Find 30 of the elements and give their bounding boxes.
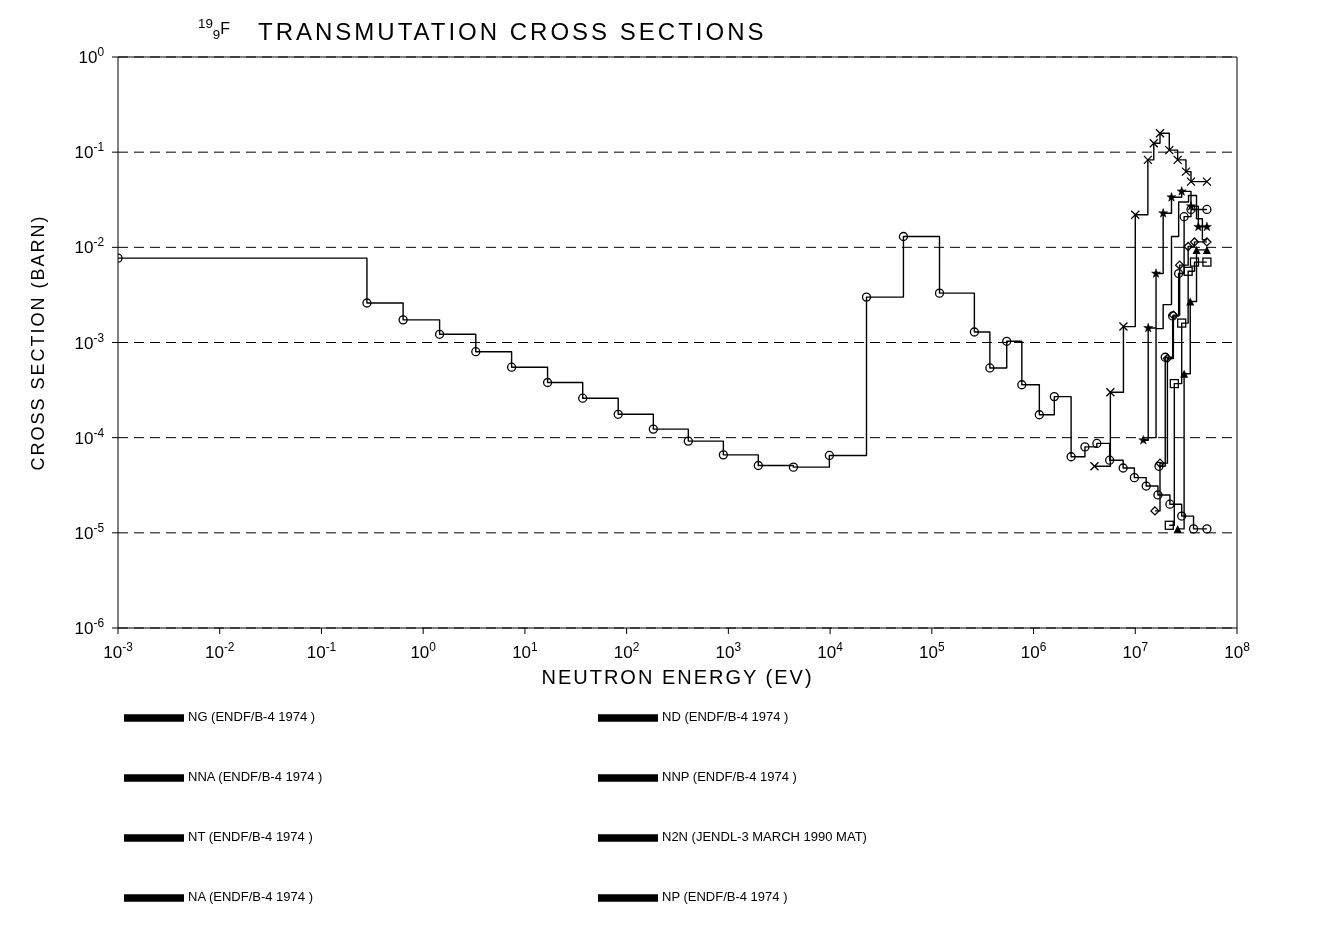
x-tick-label: 10$^{5}$ bbox=[919, 640, 945, 662]
x-tick-label: 10$^{2}$ bbox=[613, 640, 640, 662]
y-tick-label: 10$^{-6}$ bbox=[74, 616, 105, 638]
y-tick-label: 10$^{-2}$ bbox=[74, 235, 105, 258]
x-tick-label: 10$^{8}$ bbox=[1224, 640, 1251, 662]
x-tick-label: 10$^{6}$ bbox=[1020, 640, 1047, 662]
legend-label: NT (ENDF/B-4 1974 ) bbox=[188, 829, 314, 845]
y-tick-label: 10$^{-3}$ bbox=[74, 330, 105, 353]
legend-label: NNA (ENDF/B-4 1974 ) bbox=[188, 769, 324, 785]
x-tick-label: 10$^{1}$ bbox=[512, 640, 539, 662]
x-axis-title: NEUTRON ENERGY (EV) bbox=[541, 666, 814, 688]
x-tick-label: 10$^{4}$ bbox=[817, 640, 844, 662]
legend-label: NP (ENDF/B-4 1974 ) bbox=[662, 889, 789, 905]
chart-title: TRANSMUTATION CROSS SECTIONS bbox=[258, 18, 767, 46]
y-tick-label: 10$^{-4}$ bbox=[74, 425, 105, 448]
y-tick-label: 10$^{-5}$ bbox=[74, 520, 105, 543]
legend-label: NNP (ENDF/B-4 1974 ) bbox=[662, 769, 798, 785]
x-tick-label: 10$^{7}$ bbox=[1122, 640, 1149, 662]
legend-label: NG (ENDF/B-4 1974 ) bbox=[188, 709, 317, 725]
x-tick-label: 10$^{3}$ bbox=[715, 640, 742, 662]
x-tick-label: 10$^{0}$ bbox=[410, 640, 437, 662]
y-tick-label: 10$^{0}$ bbox=[78, 45, 105, 67]
legend-label: NA (ENDF/B-4 1974 ) bbox=[188, 889, 314, 905]
x-tick-label: 10$^{-2}$ bbox=[204, 640, 235, 662]
x-tick-label: 10$^{-3}$ bbox=[103, 640, 134, 662]
y-tick-label: 10$^{-1}$ bbox=[74, 140, 105, 163]
legend-label: ND (ENDF/B-4 1974 ) bbox=[662, 709, 790, 725]
legend-label: N2N (JENDL-3 MARCH 1990 MAT) bbox=[662, 829, 868, 845]
y-axis-title: CROSS SECTION (BARN) bbox=[28, 214, 49, 471]
x-tick-label: 10$^{-1}$ bbox=[306, 640, 337, 662]
